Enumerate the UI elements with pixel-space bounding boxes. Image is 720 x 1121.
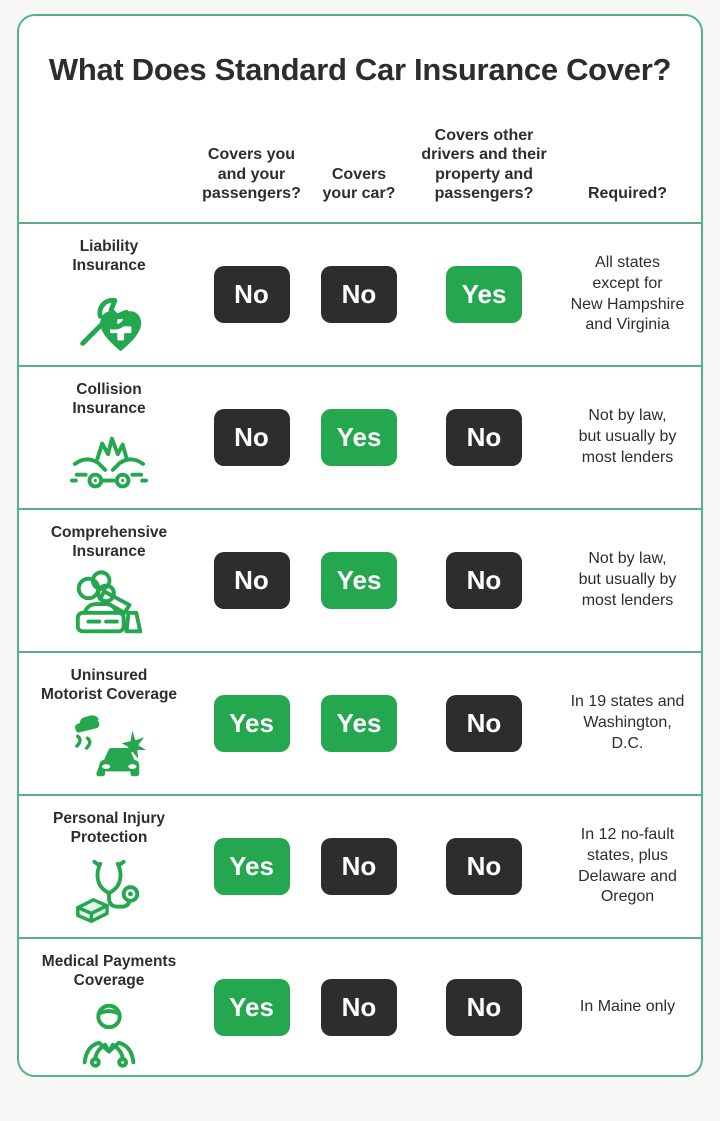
table-row: Liability Insurance No No Yes All states…: [19, 222, 701, 365]
answer-badge: Yes: [321, 409, 397, 466]
answer-badge: No: [321, 978, 397, 1036]
coverage-type-label: Comprehensive Insurance: [50, 524, 168, 561]
personal-injury-icon: [76, 859, 140, 923]
table-row: Collision Insurance No Yes No Not by law…: [19, 365, 701, 508]
coverage-type-label: Uninsured Motorist Coverage: [40, 667, 178, 704]
answer-badge: Yes: [321, 552, 397, 609]
answer-badge: No: [446, 978, 522, 1036]
answer-badge: No: [213, 266, 290, 323]
required-text: All states except for New Hampshire and …: [570, 253, 685, 334]
answer-badge: No: [446, 695, 522, 752]
coverage-type-label: Liability Insurance: [72, 238, 146, 275]
column-header-required: Required?: [587, 185, 668, 203]
medical-payments-icon: [82, 1003, 136, 1068]
coverage-type-cell: Personal Injury Protection: [19, 796, 199, 937]
required-text: Not by law, but usually by most lenders: [578, 407, 677, 466]
coverage-type-label: Medical Payments Coverage: [41, 953, 177, 990]
answer-badge: No: [321, 266, 397, 323]
coverage-type-cell: Collision Insurance: [19, 367, 199, 508]
coverage-type-cell: Liability Insurance: [19, 224, 199, 365]
collision-insurance-icon: [70, 436, 148, 489]
answer-badge: Yes: [213, 695, 290, 752]
liability-insurance-icon: [80, 297, 142, 351]
answer-badge: Yes: [321, 695, 397, 752]
column-header-passengers: Covers you and your passengers?: [202, 146, 301, 203]
uninsured-motorist-icon: [75, 715, 147, 777]
infographic-card: What Does Standard Car Insurance Cover? …: [17, 14, 703, 1077]
coverage-type-cell: Comprehensive Insurance: [19, 510, 199, 651]
column-header-other-drivers: Covers other drivers and their property …: [421, 126, 547, 203]
coverage-type-cell: Medical Payments Coverage: [19, 939, 199, 1075]
table-row: Personal Injury Protection Yes No No: [19, 794, 701, 937]
table-row: Uninsured Motorist Coverage Yes: [19, 651, 701, 794]
answer-badge: No: [446, 838, 522, 895]
answer-badge: No: [213, 552, 290, 609]
answer-badge: No: [446, 552, 522, 609]
coverage-type-label: Collision Insurance: [72, 381, 146, 418]
required-text: In 19 states and Washington, D.C.: [570, 693, 685, 752]
page-title: What Does Standard Car Insurance Cover?: [48, 52, 672, 87]
comprehensive-insurance-icon: [75, 570, 143, 634]
column-header-your-car: Covers your car?: [322, 165, 396, 203]
answer-badge: Yes: [446, 266, 522, 323]
required-text: Not by law, but usually by most lenders: [578, 550, 677, 609]
coverage-type-label: Personal Injury Protection: [53, 810, 165, 847]
answer-badge: No: [213, 409, 290, 466]
answer-badge: No: [321, 838, 397, 895]
table-row: Medical Payments Coverage Yes No No In M…: [19, 937, 701, 1075]
answer-badge: Yes: [213, 978, 290, 1036]
required-text: In Maine only: [579, 997, 676, 1015]
coverage-type-cell: Uninsured Motorist Coverage: [19, 653, 199, 794]
column-headers: Covers you and your passengers? Covers y…: [19, 126, 701, 204]
required-text: In 12 no-fault states, plus Delaware and…: [578, 825, 677, 906]
answer-badge: Yes: [213, 838, 290, 895]
table-header: What Does Standard Car Insurance Cover? …: [19, 16, 701, 222]
table-row: Comprehensive Insurance No Yes No Not by…: [19, 508, 701, 651]
answer-badge: No: [446, 409, 522, 466]
